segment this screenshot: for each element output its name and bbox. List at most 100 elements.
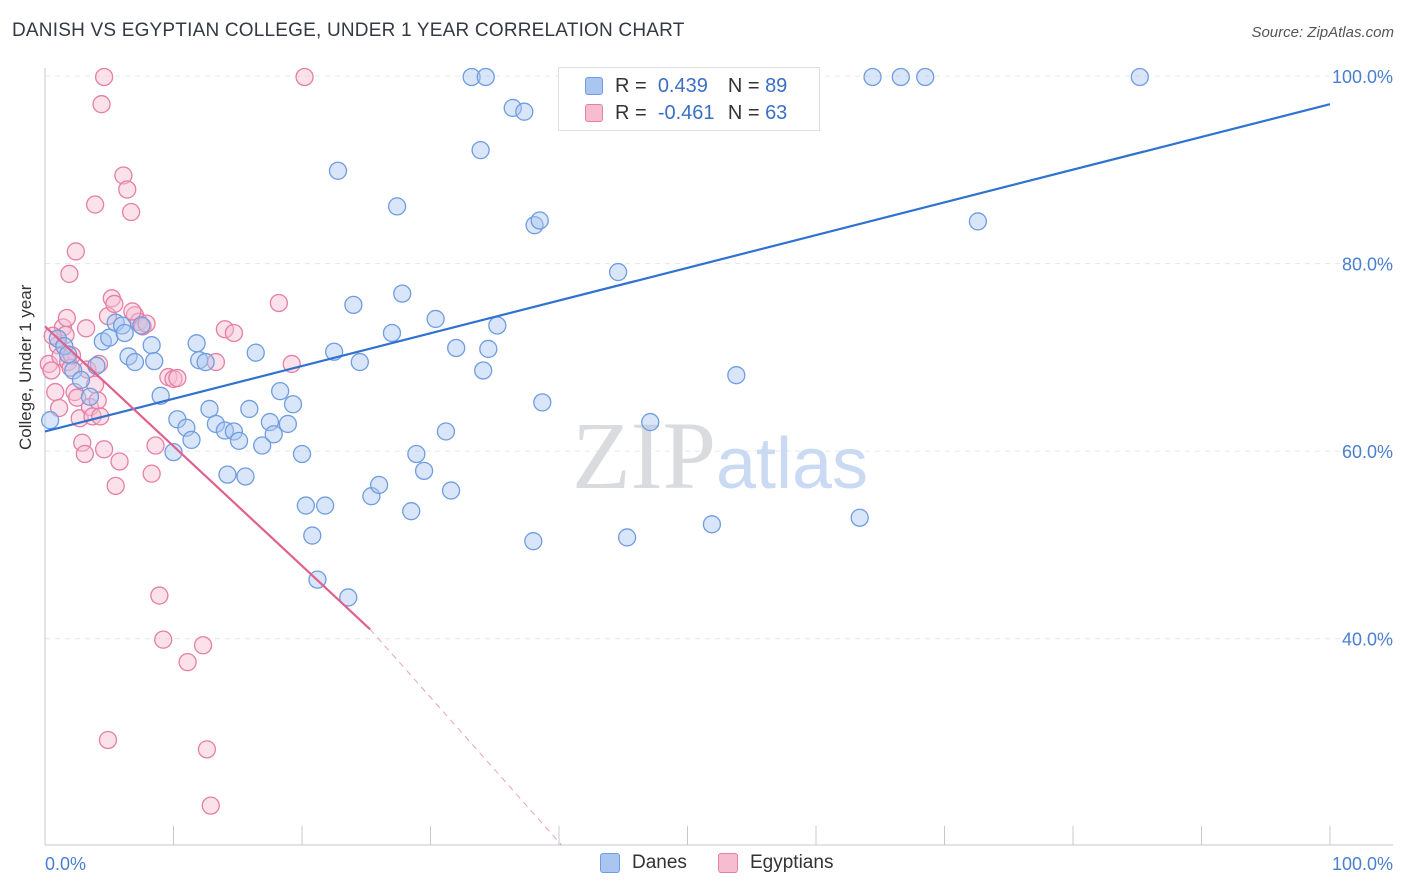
danes-point	[702, 515, 722, 534]
danes-point	[515, 102, 534, 121]
danes-point	[190, 351, 209, 370]
danes-point	[426, 309, 445, 329]
danes-point	[479, 339, 498, 359]
egyptians-point	[94, 67, 114, 87]
stats-row-egyptians: R = -0.461 N = 63	[585, 101, 787, 125]
legend-item-egyptians: Egyptians	[718, 852, 833, 874]
danes-n-value: 89	[765, 74, 788, 97]
danes-point	[125, 352, 145, 372]
stats-legend: R = 0.439 N = 89 R = -0.461 N = 63	[558, 67, 820, 131]
egyptians-point	[46, 382, 65, 402]
danes-point	[246, 343, 265, 362]
egyptians-point	[114, 166, 133, 185]
danes-point	[407, 444, 426, 464]
danes-point	[369, 475, 389, 495]
danes-point	[142, 336, 161, 355]
egyptians-point	[168, 368, 187, 388]
x-tick-labels: 0.0% 100.0%	[45, 854, 1393, 874]
egyptians-point	[110, 452, 129, 471]
egyptians-n-value: 63	[765, 101, 788, 124]
danes-point	[339, 588, 358, 607]
legend-danes-swatch	[600, 853, 620, 873]
danes-point	[414, 461, 434, 480]
danes-trend-line	[44, 103, 1331, 433]
danes-point	[303, 526, 322, 545]
danes-r-value: 0.439	[657, 74, 708, 97]
danes-point	[533, 393, 552, 412]
egyptians-r-label: R =	[615, 101, 647, 124]
danes-point	[132, 316, 151, 335]
egyptians-point	[49, 398, 69, 418]
egyptians-point	[193, 636, 213, 655]
egyptians-point	[42, 361, 61, 380]
danes-point	[436, 422, 456, 441]
danes-point	[115, 323, 134, 343]
danes-r-label: R =	[615, 74, 647, 97]
danes-point	[218, 465, 237, 484]
danes-point	[387, 197, 407, 216]
egyptians-trend-line	[44, 325, 371, 631]
danes-point	[80, 387, 100, 406]
danes-point	[196, 352, 215, 372]
egyptians-point	[201, 796, 220, 815]
y-tick-label: 100.0%	[1332, 67, 1393, 87]
y-axis-label: College, Under 1 year	[16, 285, 36, 450]
egyptians-point	[123, 302, 142, 321]
danes-point	[328, 161, 348, 180]
legend-egyptians-swatch	[718, 853, 738, 873]
y-tick-labels: 40.0% 60.0% 80.0% 100.0%	[1332, 67, 1393, 650]
egyptians-point	[121, 202, 141, 222]
egyptians-point	[197, 740, 217, 759]
danes-point	[350, 352, 369, 372]
danes-point	[264, 425, 283, 444]
danes-point	[315, 496, 335, 515]
danes-point	[530, 211, 549, 230]
egyptians-point	[269, 293, 289, 313]
x-tick-label: 0.0%	[45, 854, 86, 874]
egyptians-point	[78, 360, 97, 379]
y-tick-label: 60.0%	[1342, 442, 1393, 462]
danes-point	[968, 212, 988, 231]
gridlines	[45, 75, 1393, 640]
danes-point	[278, 414, 298, 434]
danes-point	[292, 444, 312, 464]
y-axis-label-text: College, Under 1 year	[16, 284, 35, 450]
danes-point	[474, 361, 493, 380]
danes-point	[229, 431, 249, 450]
egyptians-point	[76, 319, 96, 338]
danes-point	[164, 442, 183, 462]
danes-point	[850, 508, 869, 527]
danes-point	[296, 496, 316, 515]
danes-point	[462, 67, 481, 87]
egyptians-point	[106, 476, 125, 496]
x-tick-label: 100.0%	[1332, 854, 1393, 874]
danes-point	[447, 338, 466, 358]
egyptians-point	[67, 388, 87, 407]
danes-point	[608, 262, 628, 282]
egyptians-trend-extension	[369, 628, 562, 846]
danes-point	[240, 399, 259, 419]
danes-point	[40, 411, 60, 430]
y-tick-label: 40.0%	[1342, 630, 1393, 650]
danes-point	[187, 334, 206, 353]
danes-point	[224, 422, 244, 441]
egyptians-point	[60, 264, 79, 284]
egyptians-point	[178, 652, 197, 672]
egyptians-point	[146, 436, 165, 455]
danes-point	[891, 67, 910, 87]
danes-point	[488, 316, 507, 335]
egyptians-point	[215, 320, 235, 339]
danes-point	[64, 361, 83, 380]
egyptians-point	[295, 67, 314, 87]
danes-point	[1130, 67, 1149, 87]
egyptians-swatch	[585, 104, 603, 122]
egyptians-point	[154, 630, 173, 649]
egyptians-point	[66, 242, 85, 261]
egyptians-point	[92, 95, 111, 114]
chart-title: DANISH VS EGYPTIAN COLLEGE, UNDER 1 YEAR…	[12, 20, 685, 41]
watermark-zip: ZIP	[572, 402, 716, 509]
egyptians-point	[94, 440, 114, 459]
egyptians-points	[39, 67, 314, 815]
danes-point	[382, 323, 402, 343]
egyptians-point	[98, 730, 118, 750]
